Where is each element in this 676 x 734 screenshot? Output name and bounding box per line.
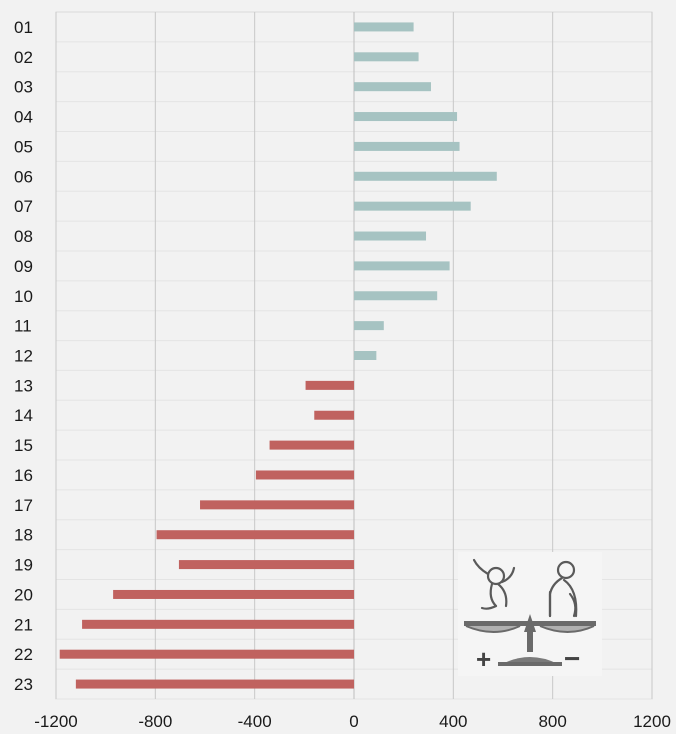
- bar-03: [354, 82, 431, 92]
- x-tick-label: -800: [138, 712, 172, 731]
- x-tick-labels: -1200 -800 -400 0 400 800 1200: [34, 712, 671, 731]
- bar-17: [200, 500, 354, 510]
- bar-22: [59, 649, 354, 659]
- x-tick-label: 1200: [633, 712, 671, 731]
- bar-16: [255, 470, 354, 480]
- category-label-18: 18: [14, 526, 33, 545]
- category-label-19: 19: [14, 556, 33, 575]
- category-label-16: 16: [14, 466, 33, 485]
- bar-12: [354, 351, 377, 360]
- category-label-04: 04: [14, 108, 33, 127]
- category-label-05: 05: [14, 137, 33, 156]
- category-label-15: 15: [14, 436, 33, 455]
- category-label-21: 21: [14, 615, 33, 634]
- x-tick-label: 800: [538, 712, 566, 731]
- category-label-01: 01: [14, 18, 33, 37]
- bars: [59, 22, 497, 689]
- category-label-23: 23: [14, 675, 33, 694]
- category-label-12: 12: [14, 347, 33, 366]
- bar-08: [354, 231, 427, 241]
- category-label-08: 08: [14, 227, 33, 246]
- bar-11: [354, 321, 384, 331]
- category-label-03: 03: [14, 78, 33, 97]
- bar-10: [354, 291, 438, 301]
- category-label-10: 10: [14, 287, 33, 306]
- bar-20: [113, 589, 354, 599]
- plus-symbol: +: [476, 644, 491, 674]
- bar-07: [354, 201, 471, 211]
- x-tick-label: -1200: [34, 712, 77, 731]
- bar-04: [354, 112, 458, 122]
- category-label-20: 20: [14, 585, 33, 604]
- category-label-13: 13: [14, 376, 33, 395]
- elderly-figure-icon: [548, 560, 578, 618]
- category-labels: 01 02 03 04 05 06 07 08 09 10 11 12 13 14 15 16 17 18 19 20…: [14, 18, 33, 694]
- bar-05: [354, 141, 460, 151]
- scale-icon: [464, 614, 596, 666]
- category-label-02: 02: [14, 48, 33, 67]
- category-label-07: 07: [14, 197, 33, 216]
- bar-01: [354, 22, 414, 32]
- baby-figure-icon: [472, 558, 516, 610]
- bar-15: [269, 440, 354, 450]
- gridlines: [55, 12, 653, 700]
- x-tick-label: 0: [349, 712, 358, 731]
- bar-06: [354, 171, 497, 181]
- minus-symbol: −: [564, 643, 580, 674]
- category-label-06: 06: [14, 167, 33, 186]
- bar-14: [314, 410, 354, 420]
- bar-09: [354, 261, 450, 271]
- x-tick-label: 400: [439, 712, 467, 731]
- x-tick-label: -400: [238, 712, 272, 731]
- bar-02: [354, 52, 419, 62]
- category-label-22: 22: [14, 645, 33, 664]
- bar-23: [75, 679, 354, 689]
- population-balance-scale-icon: + −: [458, 552, 602, 676]
- category-label-11: 11: [14, 317, 32, 336]
- category-label-17: 17: [14, 496, 33, 515]
- category-label-09: 09: [14, 257, 33, 276]
- bar-19: [178, 560, 354, 570]
- bar-21: [82, 619, 354, 629]
- bar-18: [156, 530, 354, 540]
- bar-13: [305, 380, 354, 390]
- category-label-14: 14: [14, 406, 33, 425]
